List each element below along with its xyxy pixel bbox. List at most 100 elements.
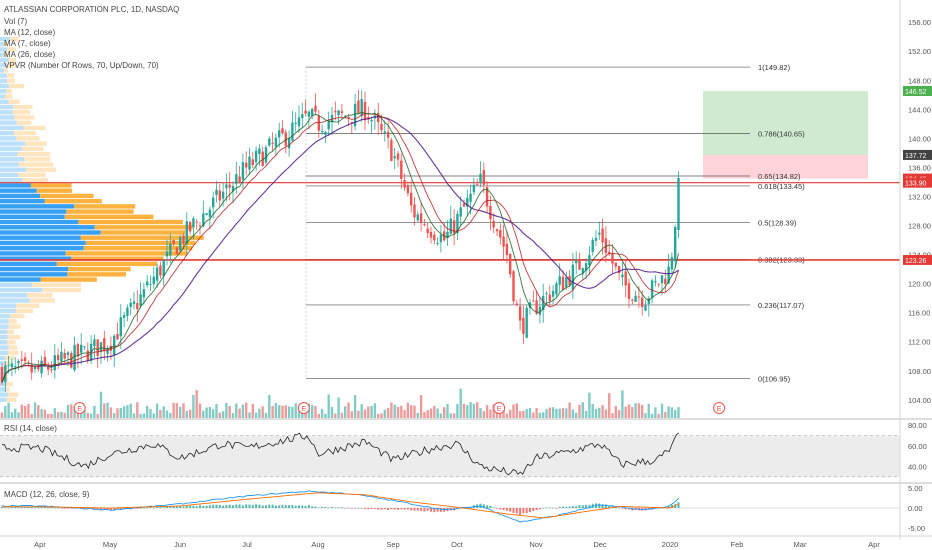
volume-bar: [297, 411, 301, 418]
x-tick-label: Aug: [311, 540, 324, 549]
volume-bar: [419, 395, 423, 418]
vpvr-up-row: [0, 361, 6, 366]
volume-bar: [476, 402, 479, 418]
candle-body: [122, 315, 126, 318]
candle-body: [17, 360, 20, 364]
vpvr-up-row: [0, 151, 18, 157]
volume-bar: [202, 410, 205, 418]
candle-body: [492, 220, 495, 228]
vpvr-up-row: [0, 57, 9, 63]
volume-bar: [162, 406, 165, 418]
vpvr-up-row: [0, 47, 8, 52]
candle-body: [53, 355, 56, 371]
candle-body: [598, 232, 601, 235]
volume-bar: [208, 407, 212, 418]
vpvr-down-row: [68, 266, 131, 272]
candle-body: [370, 119, 373, 122]
candle-body: [162, 260, 165, 277]
volume-bar: [588, 392, 591, 418]
candle-body: [231, 185, 235, 192]
candle-body: [512, 271, 515, 302]
x-tick-label: Apr: [868, 540, 880, 549]
volume-bar: [311, 405, 314, 418]
vpvr-up-row: [0, 355, 6, 361]
candle-body: [93, 339, 96, 347]
candle-body: [228, 184, 231, 188]
fib-level-label: 0(106.95): [758, 374, 791, 383]
volume-bar: [608, 393, 611, 418]
candle-body: [377, 112, 380, 123]
vpvr-up-row: [0, 36, 10, 42]
volume-bar: [528, 407, 532, 418]
macd-histogram-bar: [364, 508, 366, 509]
volume-bar: [350, 411, 353, 418]
vpvr-up-row: [0, 188, 37, 193]
candle-body: [360, 99, 363, 117]
candle-body: [558, 276, 561, 285]
x-tick-label: Nov: [529, 540, 543, 549]
candle-body: [627, 283, 631, 299]
volume-bar: [406, 402, 410, 418]
rsi-line: [2, 432, 680, 476]
candle-body: [202, 213, 205, 227]
vpvr-up-row: [0, 183, 31, 188]
candle-body: [149, 284, 152, 286]
candle-body: [614, 262, 617, 267]
candle-body: [14, 366, 17, 368]
candle-body: [254, 150, 258, 163]
volume-bar: [314, 405, 317, 418]
macd-histogram-bar: [515, 508, 518, 514]
candle-body: [142, 289, 146, 298]
x-tick-label: Dec: [593, 540, 607, 549]
vpvr-up-row: [0, 157, 25, 162]
volume-bar: [627, 404, 631, 418]
ma12-line: [1, 113, 679, 383]
vpvr-down-row: [6, 62, 17, 68]
macd-histogram-bar: [27, 506, 30, 508]
legend-ma7: MA (7, close): [4, 39, 51, 48]
vpvr-down-row: [8, 392, 19, 397]
macd-histogram-bar: [482, 504, 485, 508]
candle-body: [505, 243, 509, 256]
macd-histogram-bar: [156, 506, 159, 508]
macd-histogram-bar: [119, 508, 122, 510]
volume-bar: [664, 412, 667, 418]
volume-bar: [568, 402, 571, 418]
vpvr-down-row: [65, 251, 188, 256]
volume-bar: [172, 402, 175, 418]
vpvr-down-row: [29, 298, 55, 303]
vpvr-up-row: [0, 110, 13, 115]
volume-bar: [551, 407, 555, 418]
vpvr-down-row: [85, 240, 196, 246]
macd-histogram-bar: [628, 508, 630, 510]
vpvr-up-row: [0, 68, 5, 73]
candle-body: [96, 339, 99, 356]
volume-bar: [7, 402, 10, 418]
volume-bar: [149, 409, 152, 418]
vpvr-up-row: [0, 52, 4, 57]
volume-bar: [634, 403, 637, 418]
macd-histogram-bar: [265, 505, 267, 508]
ma26-line: [1, 116, 679, 383]
candle-body: [291, 122, 294, 141]
vpvr-down-row: [94, 225, 193, 230]
macd-histogram-bar: [525, 508, 528, 514]
volume-bar: [221, 411, 225, 418]
macd-histogram-bar: [558, 506, 561, 508]
volume-bar: [647, 403, 650, 418]
volume-bar: [291, 406, 294, 418]
candle-body: [479, 173, 482, 184]
volume-bar: [558, 408, 561, 418]
volume-bar: [119, 407, 122, 418]
volume-bar: [416, 412, 419, 418]
candle-body: [7, 364, 10, 366]
vpvr-down-row: [42, 287, 82, 293]
volume-bar: [136, 402, 139, 418]
vpvr-up-row: [0, 172, 19, 178]
earnings-marker: [493, 402, 506, 414]
volume-bar: [103, 403, 106, 418]
macd-pane: 5.00 0.00 -5.00: [0, 484, 925, 533]
volume-bar: [604, 409, 608, 418]
macd-histogram-bar: [499, 508, 502, 510]
volume-bar: [393, 404, 396, 418]
